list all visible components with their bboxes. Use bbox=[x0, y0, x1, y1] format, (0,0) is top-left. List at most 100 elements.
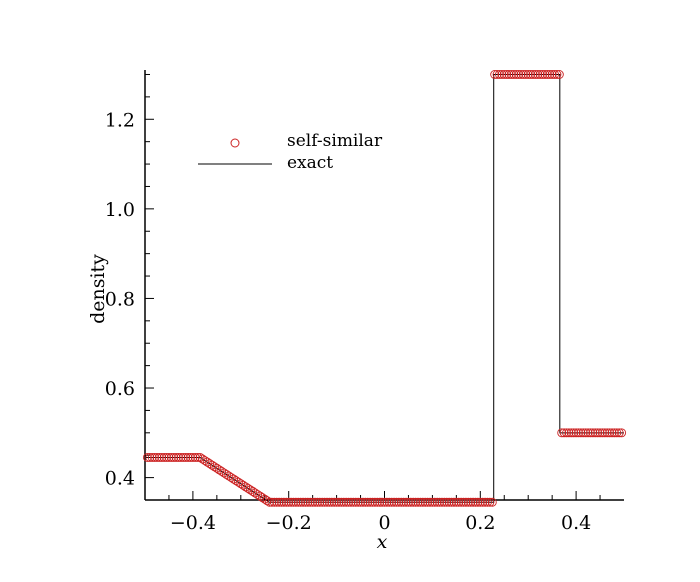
self-similar-point bbox=[224, 471, 234, 481]
self-similar-point bbox=[427, 497, 437, 507]
self-similar-point bbox=[420, 497, 430, 507]
self-similar-point bbox=[562, 428, 571, 438]
self-similar-point bbox=[564, 428, 574, 438]
self-similar-point bbox=[514, 70, 524, 79]
series-exact-line bbox=[145, 73, 624, 503]
self-similar-point bbox=[186, 452, 195, 462]
self-similar-point bbox=[463, 497, 473, 507]
self-similar-point bbox=[456, 497, 466, 507]
self-similar-point bbox=[317, 497, 327, 507]
self-similar-point bbox=[411, 497, 421, 507]
self-similar-point bbox=[468, 497, 478, 507]
self-similar-point bbox=[430, 497, 440, 507]
self-similar-point bbox=[157, 452, 167, 462]
self-similar-point bbox=[578, 428, 588, 438]
self-similar-point bbox=[581, 428, 591, 438]
self-similar-point bbox=[583, 428, 593, 438]
self-similar-point bbox=[612, 428, 622, 438]
self-similar-point bbox=[432, 497, 442, 507]
self-similar-point bbox=[377, 497, 387, 507]
self-similar-point bbox=[454, 497, 464, 507]
self-similar-point bbox=[387, 497, 397, 507]
self-similar-point bbox=[202, 457, 212, 467]
self-similar-point bbox=[229, 474, 239, 484]
self-similar-point bbox=[238, 480, 248, 490]
self-similar-point bbox=[198, 454, 207, 464]
self-similar-point bbox=[207, 460, 217, 470]
self-similar-point bbox=[597, 428, 607, 438]
self-similar-point bbox=[334, 497, 344, 507]
self-similar-point bbox=[511, 70, 521, 79]
self-similar-point bbox=[221, 469, 231, 479]
self-similar-point bbox=[487, 497, 497, 507]
self-similar-point bbox=[478, 497, 488, 507]
self-similar-point bbox=[480, 497, 490, 507]
x-tick-label: −0.2 bbox=[266, 512, 312, 534]
self-similar-point bbox=[576, 428, 586, 438]
self-similar-point bbox=[284, 497, 294, 507]
self-similar-point bbox=[195, 452, 205, 462]
self-similar-point bbox=[356, 497, 365, 507]
y-tick-label: 0.6 bbox=[105, 378, 135, 400]
self-similar-point bbox=[147, 452, 157, 462]
self-similar-point bbox=[219, 468, 229, 478]
self-similar-point bbox=[399, 497, 409, 507]
self-similar-point bbox=[605, 428, 615, 438]
legend: self-similar exact bbox=[198, 131, 383, 173]
self-similar-point bbox=[348, 497, 358, 507]
x-axis-title: x bbox=[377, 531, 388, 553]
self-similar-point bbox=[602, 428, 612, 438]
self-similar-point bbox=[492, 70, 502, 79]
self-similar-point bbox=[255, 491, 265, 501]
y-tick-label: 1.0 bbox=[105, 199, 135, 221]
self-similar-point bbox=[538, 70, 548, 79]
self-similar-point bbox=[590, 428, 600, 438]
self-similar-point bbox=[267, 497, 277, 507]
self-similar-point bbox=[145, 452, 155, 462]
self-similar-point bbox=[293, 497, 303, 507]
self-similar-point bbox=[332, 497, 342, 507]
y-tick-label: 0.4 bbox=[105, 468, 135, 490]
self-similar-point bbox=[322, 497, 332, 507]
self-similar-point bbox=[552, 70, 562, 79]
self-similar-point bbox=[401, 497, 411, 507]
chart-axes bbox=[144, 70, 624, 501]
self-similar-point bbox=[375, 497, 385, 507]
self-similar-point bbox=[617, 428, 627, 438]
self-similar-point bbox=[248, 486, 258, 496]
self-similar-point bbox=[533, 70, 543, 79]
self-similar-point bbox=[542, 70, 552, 79]
self-similar-point bbox=[214, 465, 224, 475]
self-similar-point bbox=[277, 497, 286, 507]
self-similar-point bbox=[447, 497, 457, 507]
self-similar-point bbox=[528, 70, 538, 79]
self-similar-point bbox=[363, 497, 373, 507]
self-similar-point bbox=[301, 497, 310, 507]
self-similar-point bbox=[502, 70, 512, 79]
y-axis-title: density bbox=[87, 254, 109, 324]
self-similar-point bbox=[382, 497, 392, 507]
self-similar-point bbox=[339, 497, 349, 507]
self-similar-point bbox=[315, 497, 325, 507]
self-similar-point bbox=[423, 497, 433, 507]
self-similar-point bbox=[205, 459, 215, 469]
self-similar-point bbox=[344, 497, 354, 507]
self-similar-point bbox=[459, 497, 468, 507]
self-similar-point bbox=[408, 497, 418, 507]
self-similar-point bbox=[269, 497, 279, 507]
self-similar-point bbox=[392, 497, 401, 507]
self-similar-point bbox=[303, 497, 313, 507]
self-similar-point bbox=[159, 452, 169, 462]
self-similar-point bbox=[188, 452, 198, 462]
self-similar-point bbox=[425, 497, 435, 507]
self-similar-point bbox=[504, 70, 514, 79]
self-similar-point bbox=[257, 493, 267, 503]
self-similar-point bbox=[535, 70, 545, 79]
self-similar-point bbox=[351, 497, 361, 507]
self-similar-point bbox=[406, 497, 416, 507]
self-similar-point bbox=[341, 497, 351, 507]
self-similar-point bbox=[336, 497, 346, 507]
chart-ticks: −0.4 −0.2 0 0.2 0.4 0.4 0.6 0.8 1.0 1.2 bbox=[105, 73, 601, 534]
self-similar-point bbox=[279, 497, 289, 507]
